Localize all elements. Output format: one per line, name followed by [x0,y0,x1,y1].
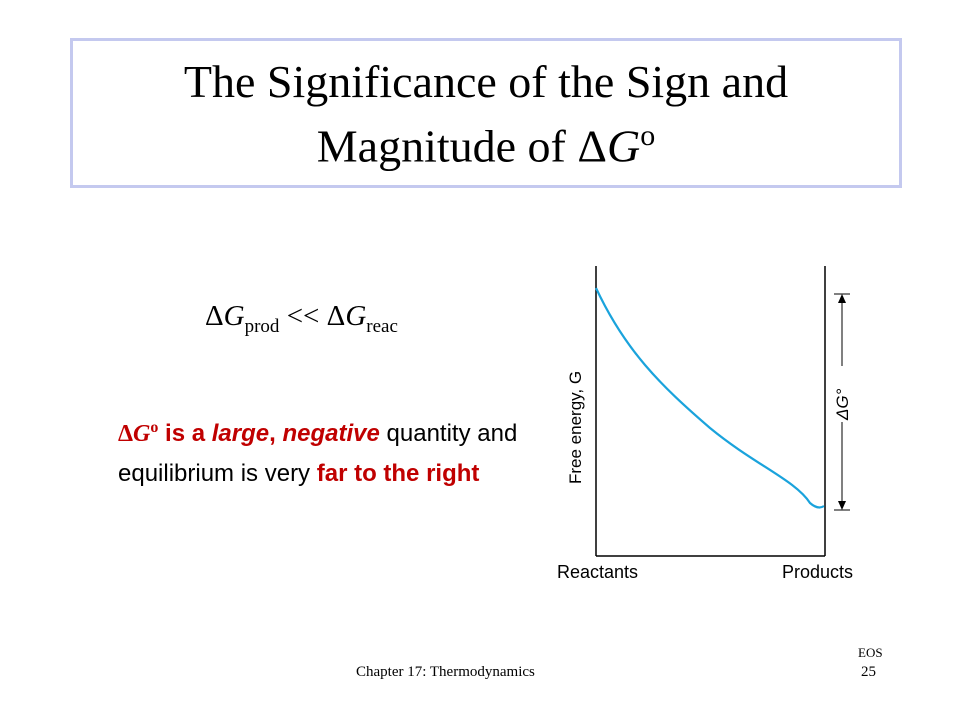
explanation-text: ΔGo is a large, negative quantity and eq… [118,408,518,494]
formula-delta-2: Δ [326,300,346,332]
formula-operator: << [279,300,327,332]
y-axis-label: Free energy, G [566,371,585,484]
statement-superscript: o [150,419,159,436]
statement-comma: , [269,420,283,447]
delta-g-comparison: ΔGprod << ΔGreac [205,300,398,338]
formula-g-1: G [223,300,245,332]
formula-delta-1: Δ [205,300,224,332]
title-line2-text: Magnitude of [316,120,578,172]
statement-g: G [133,421,151,447]
title-delta: Δ [577,120,607,172]
title-box: The Significance of the Sign and Magnitu… [70,38,902,188]
statement-middle: quantity and equilibrium is very [118,420,518,487]
delta-g-label: ΔG° [833,388,852,421]
free-energy-curve [595,287,825,509]
title-superscript: o [640,119,656,152]
page-number: 25 [861,664,876,680]
title-g: G [606,120,641,172]
reactants-label: Reactants [557,562,638,582]
delta-g-arrowhead-up [838,294,846,303]
formula-sub-prod: prod [244,315,280,337]
statement-delta: Δ [118,421,134,447]
statement-negative: negative [282,420,380,447]
statement-is-a: is a [158,420,212,447]
products-label: Products [782,562,853,582]
footer-chapter: Chapter 17: Thermodynamics [356,664,535,680]
statement-large: large [211,420,270,447]
slide-title-line2: Magnitude of ΔGo [73,109,899,173]
formula-sub-reac: reac [366,315,398,337]
statement-far-right: far to the right [316,460,480,487]
slide-title-line1: The Significance of the Sign and [183,56,789,107]
delta-g-arrowhead-down [838,501,846,510]
formula-g-2: G [345,300,367,332]
footer-eos: EOS [858,645,883,660]
